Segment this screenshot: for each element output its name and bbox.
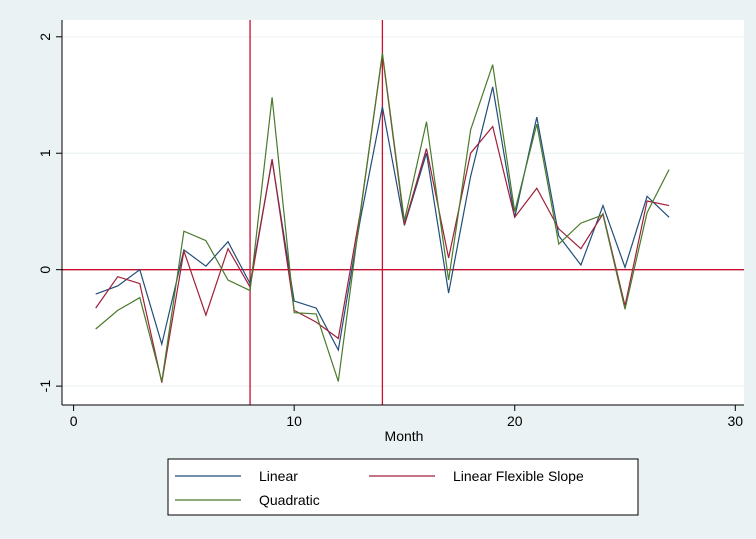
reference-lines (62, 20, 744, 405)
x-tick-label: 30 (728, 413, 744, 429)
axes (61, 20, 744, 406)
legend: Linear Linear Flexible Slope Quadratic (167, 458, 639, 516)
x-tick-label: 0 (70, 413, 78, 429)
x-tick-label: 20 (507, 413, 523, 429)
y-tick-label: 2 (37, 33, 53, 41)
legend-label: Linear (259, 468, 298, 484)
legend-label: Quadratic (259, 492, 320, 508)
x-tick-label: 10 (286, 413, 302, 429)
x-ticks: 0 10 20 30 (70, 405, 744, 429)
y-tick-label: 1 (37, 149, 53, 157)
y-ticks: -1 0 1 2 (37, 33, 62, 393)
y-tick-label: -1 (37, 380, 53, 393)
series-line-linear (95, 86, 670, 352)
y-tick-label: 0 (37, 266, 53, 274)
x-axis-title: Month (385, 428, 424, 444)
series-lines (95, 53, 670, 383)
series-line-quadratic (95, 53, 670, 382)
legend-box (167, 458, 639, 516)
legend-label: Linear Flexible Slope (453, 468, 584, 484)
